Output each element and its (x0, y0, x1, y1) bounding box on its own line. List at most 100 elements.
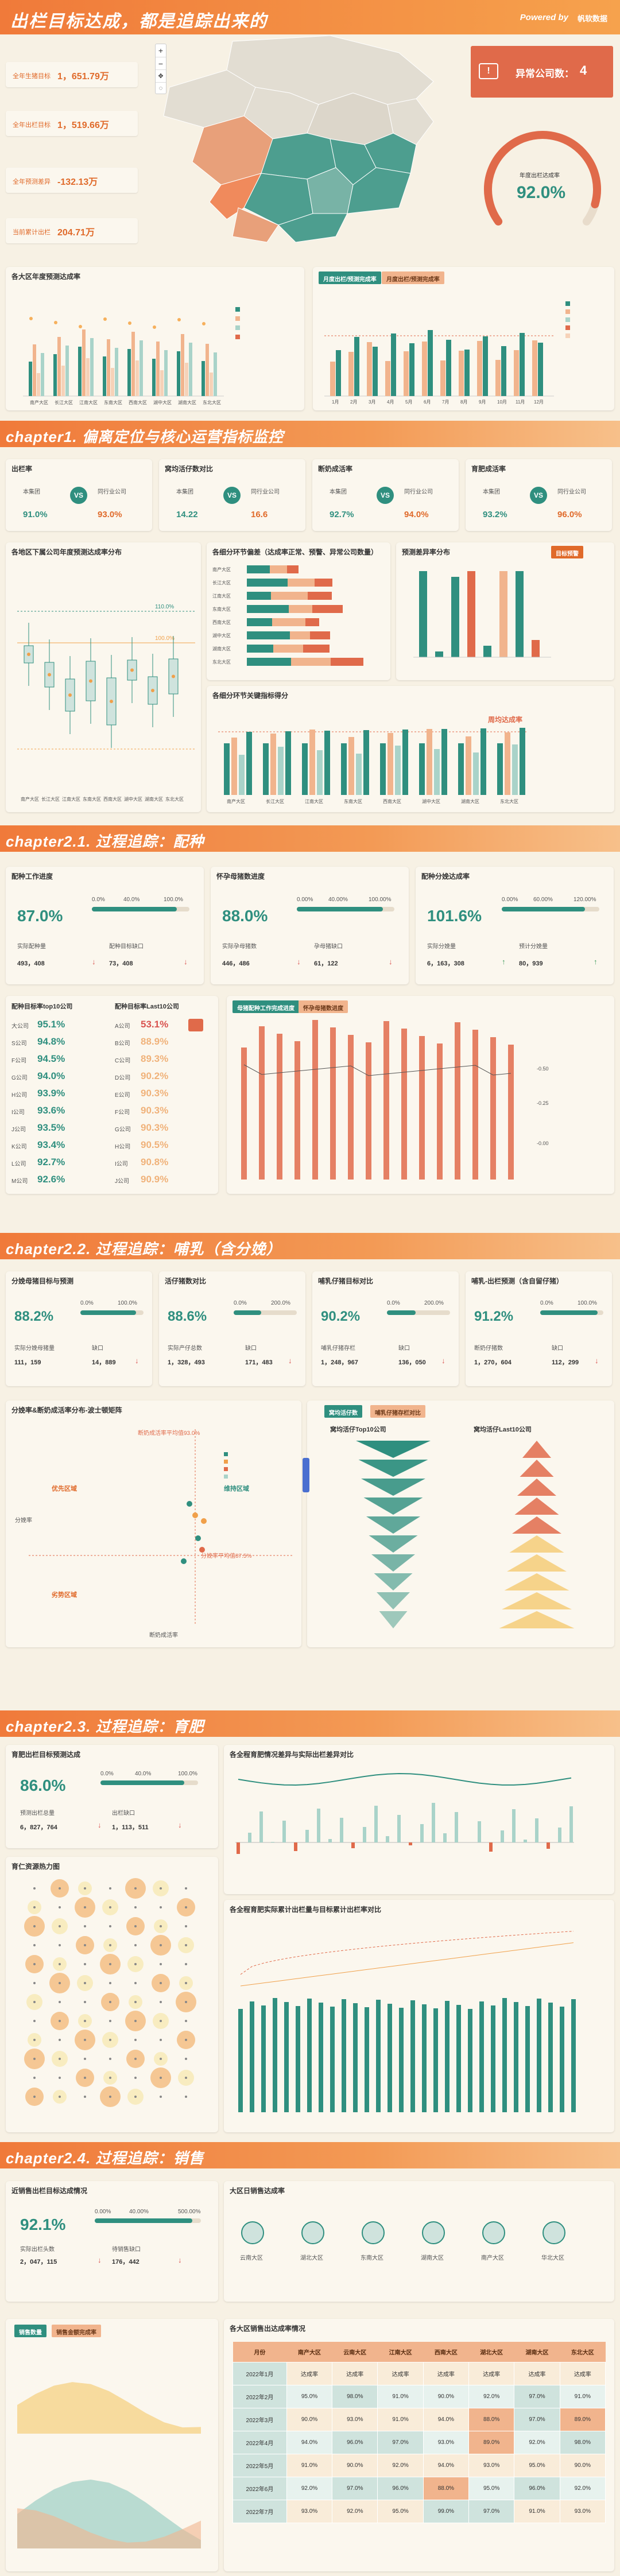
fatten-bar[interactable] (501, 1830, 504, 1842)
fatten-bar[interactable] (259, 1811, 263, 1842)
env-bar[interactable] (246, 732, 252, 795)
region-bar[interactable] (202, 361, 205, 396)
region-bar[interactable] (90, 338, 94, 396)
cum-bar[interactable] (560, 2007, 564, 2112)
fatten-bar[interactable] (363, 1827, 366, 1842)
cum-bar[interactable] (514, 2002, 518, 2112)
map-zoom-control[interactable]: + − ✥ ◌ (155, 44, 166, 94)
fatten-bar[interactable] (524, 1840, 527, 1842)
fatten-bar[interactable] (340, 1818, 343, 1842)
funnel-last-shape[interactable] (509, 1535, 564, 1553)
region-bar[interactable] (181, 334, 184, 396)
region-badge-icon[interactable] (362, 2221, 385, 2244)
table-row[interactable]: 2022年7月 93.0% 92.0% 95.0% 99.0% 97.0% 91.0% 93.… (232, 2500, 606, 2523)
funnel-last-shape[interactable] (499, 1611, 575, 1628)
mating-bar[interactable] (366, 1042, 371, 1180)
region-bar[interactable] (135, 360, 139, 396)
region-bar[interactable] (185, 363, 188, 396)
region-dot[interactable] (29, 317, 33, 320)
funnel-last-shape[interactable] (514, 1498, 559, 1515)
month-bar[interactable] (428, 330, 433, 396)
funnel-top-shape[interactable] (371, 1554, 415, 1572)
mating-bar[interactable] (383, 1021, 389, 1180)
funnel-top-shape[interactable] (363, 1498, 423, 1515)
cum-bar[interactable] (250, 2001, 254, 2112)
scatter-point[interactable] (195, 1535, 201, 1541)
deviation-bar[interactable] (315, 579, 332, 587)
deviation-bar[interactable] (247, 618, 272, 626)
region-bar[interactable] (189, 343, 192, 396)
region-bar[interactable] (78, 347, 82, 396)
warning-bar[interactable] (499, 571, 507, 657)
region-badge-icon[interactable] (542, 2221, 565, 2244)
env-bar[interactable] (224, 743, 230, 795)
env-bar[interactable] (356, 754, 362, 795)
deviation-bar[interactable] (305, 618, 319, 626)
env-bar[interactable] (302, 743, 308, 795)
scatter-point[interactable] (181, 1558, 187, 1564)
pan-icon[interactable]: ✥ (156, 69, 166, 82)
cum-bar[interactable] (537, 1999, 541, 2112)
cum-bar[interactable] (433, 2008, 438, 2112)
fatten-bar[interactable] (547, 1842, 550, 1849)
funnel-last-shape[interactable] (517, 1479, 556, 1496)
fatten-bar[interactable] (512, 1809, 516, 1842)
deviation-bar[interactable] (303, 645, 330, 653)
region-bar[interactable] (41, 353, 44, 396)
fatten-bar[interactable] (409, 1842, 412, 1845)
scatter-point[interactable] (187, 1501, 192, 1507)
month-bar[interactable] (477, 341, 482, 396)
region-bar[interactable] (214, 352, 217, 396)
month-bar[interactable] (483, 336, 488, 396)
region-bar[interactable] (86, 358, 90, 396)
fatten-bar[interactable] (282, 1821, 286, 1842)
fatten-bar[interactable] (432, 1803, 435, 1842)
month-bar[interactable] (532, 340, 537, 396)
scatter-point[interactable] (201, 1518, 207, 1524)
fatten-bar[interactable] (237, 1842, 240, 1854)
month-bar[interactable] (538, 343, 543, 396)
env-bar[interactable] (239, 755, 245, 795)
month-bar[interactable] (385, 361, 390, 396)
tab-mating-progress[interactable]: 母猪配种工作完成进度 (232, 1000, 299, 1013)
region-bar[interactable] (111, 368, 114, 396)
month-bar[interactable] (446, 340, 451, 396)
cum-bar[interactable] (502, 1998, 507, 2112)
env-bar[interactable] (278, 747, 284, 795)
deviation-bar[interactable] (247, 592, 271, 600)
area-series-1[interactable] (17, 2382, 201, 2434)
region-bar[interactable] (177, 351, 180, 396)
warning-bar[interactable] (435, 651, 443, 657)
region-bar[interactable] (61, 366, 65, 396)
mating-bar[interactable] (312, 1020, 318, 1180)
deviation-bar[interactable] (247, 645, 273, 653)
month-bar[interactable] (391, 333, 396, 396)
region-bar[interactable] (103, 356, 106, 396)
table-row[interactable]: 2022年3月 90.0% 93.0% 91.0% 94.0% 88.0% 97.0% 89.… (232, 2408, 606, 2431)
month-bar[interactable] (367, 342, 372, 396)
funnel-last-shape[interactable] (502, 1592, 572, 1609)
env-bar[interactable] (317, 750, 323, 795)
funnel-top-shape[interactable] (358, 1460, 428, 1477)
cum-bar[interactable] (410, 2000, 415, 2112)
month-bar[interactable] (440, 360, 445, 396)
month-bar[interactable] (354, 337, 359, 396)
tab-litter-size[interactable]: 窝均活仔数 (324, 1405, 362, 1418)
region-bar[interactable] (115, 348, 118, 396)
env-bar[interactable] (395, 746, 401, 795)
deviation-bar[interactable] (272, 618, 305, 626)
mating-bar[interactable] (401, 1029, 407, 1180)
region-badge-icon[interactable] (422, 2221, 445, 2244)
cum-bar[interactable] (296, 2006, 300, 2112)
region-bar[interactable] (57, 337, 61, 396)
cum-bar[interactable] (422, 2004, 427, 2112)
tab-pregnant-progress[interactable]: 怀孕母猪数进度 (299, 1000, 348, 1013)
month-bar[interactable] (409, 343, 414, 396)
fatten-bar[interactable] (443, 1833, 447, 1842)
env-bar[interactable] (441, 729, 447, 795)
cum-bar[interactable] (491, 2005, 495, 2112)
funnel-last-shape[interactable] (504, 1573, 569, 1590)
funnel-top-shape[interactable] (356, 1441, 431, 1458)
deviation-bar[interactable] (331, 658, 363, 666)
cum-bar[interactable] (319, 2003, 323, 2112)
